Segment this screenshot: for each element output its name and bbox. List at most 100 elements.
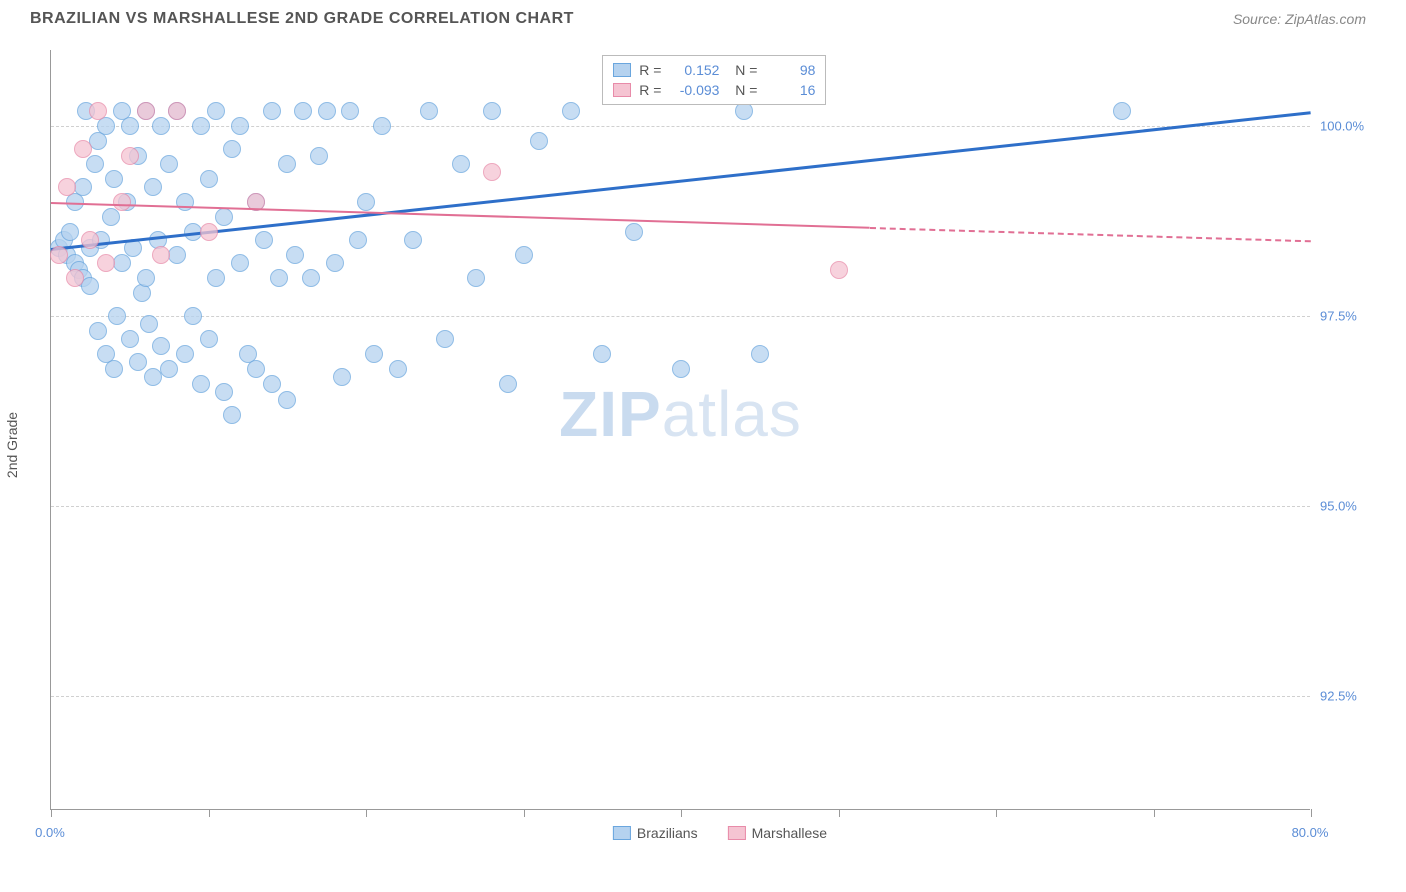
data-point (176, 345, 194, 363)
data-point (121, 117, 139, 135)
data-point (176, 193, 194, 211)
data-point (672, 360, 690, 378)
legend-n-value: 16 (765, 82, 815, 98)
data-point (318, 102, 336, 120)
data-point (247, 360, 265, 378)
data-point (223, 140, 241, 158)
data-point (1113, 102, 1131, 120)
y-axis-label: 2nd Grade (4, 412, 20, 478)
data-point (200, 330, 218, 348)
data-point (121, 330, 139, 348)
y-tick-label: 100.0% (1320, 119, 1364, 134)
legend-swatch (728, 826, 746, 840)
x-tick (366, 809, 367, 817)
data-point (184, 307, 202, 325)
data-point (349, 231, 367, 249)
x-tick-label: 80.0% (1292, 825, 1329, 840)
legend-r-label: R = (639, 62, 661, 78)
data-point (278, 391, 296, 409)
trend-line (870, 227, 1311, 242)
data-point (97, 117, 115, 135)
legend-swatch (613, 826, 631, 840)
legend-r-label: R = (639, 82, 661, 98)
legend-n-value: 98 (765, 62, 815, 78)
legend-swatch (613, 83, 631, 97)
data-point (483, 163, 501, 181)
legend-item: Marshallese (728, 825, 827, 841)
x-tick (839, 809, 840, 817)
data-point (326, 254, 344, 272)
data-point (207, 102, 225, 120)
legend-r-value: 0.152 (669, 62, 719, 78)
data-point (192, 117, 210, 135)
data-point (168, 246, 186, 264)
data-point (137, 269, 155, 287)
legend-n-label: N = (727, 82, 757, 98)
data-point (310, 147, 328, 165)
data-point (102, 208, 120, 226)
data-point (365, 345, 383, 363)
data-point (152, 117, 170, 135)
data-point (333, 368, 351, 386)
data-point (137, 102, 155, 120)
data-point (499, 375, 517, 393)
data-point (160, 360, 178, 378)
data-point (263, 375, 281, 393)
data-point (751, 345, 769, 363)
data-point (452, 155, 470, 173)
watermark-zip: ZIP (559, 378, 662, 450)
data-point (192, 375, 210, 393)
data-point (625, 223, 643, 241)
data-point (420, 102, 438, 120)
data-point (302, 269, 320, 287)
data-point (81, 277, 99, 295)
data-point (830, 261, 848, 279)
data-point (105, 170, 123, 188)
grid-line (51, 696, 1310, 697)
data-point (200, 223, 218, 241)
legend-row: R = 0.152 N = 98 (613, 60, 815, 80)
x-tick (51, 809, 52, 817)
legend-r-value: -0.093 (669, 82, 719, 98)
x-tick (681, 809, 682, 817)
legend-label: Brazilians (637, 825, 698, 841)
data-point (89, 322, 107, 340)
legend-swatch (613, 63, 631, 77)
data-point (278, 155, 296, 173)
data-point (121, 147, 139, 165)
watermark-atlas: atlas (662, 378, 802, 450)
legend-row: R = -0.093 N = 16 (613, 80, 815, 100)
x-tick (1311, 809, 1312, 817)
legend-label: Marshallese (752, 825, 827, 841)
grid-line (51, 506, 1310, 507)
data-point (113, 193, 131, 211)
data-point (144, 178, 162, 196)
data-point (58, 178, 76, 196)
data-point (74, 178, 92, 196)
data-point (357, 193, 375, 211)
chart-title: BRAZILIAN VS MARSHALLESE 2ND GRADE CORRE… (30, 10, 574, 28)
data-point (436, 330, 454, 348)
data-point (263, 102, 281, 120)
grid-line (51, 316, 1310, 317)
data-point (530, 132, 548, 150)
data-point (160, 155, 178, 173)
correlation-legend: R = 0.152 N = 98 R = -0.093 N = 16 (602, 55, 826, 105)
y-tick-label: 92.5% (1320, 689, 1357, 704)
data-point (515, 246, 533, 264)
legend-n-label: N = (727, 62, 757, 78)
data-point (74, 140, 92, 158)
x-tick (1154, 809, 1155, 817)
data-point (562, 102, 580, 120)
data-point (286, 246, 304, 264)
data-point (483, 102, 501, 120)
data-point (129, 353, 147, 371)
data-point (97, 254, 115, 272)
data-point (168, 102, 186, 120)
y-tick-label: 97.5% (1320, 309, 1357, 324)
data-point (231, 254, 249, 272)
data-point (231, 117, 249, 135)
data-point (86, 155, 104, 173)
x-tick (996, 809, 997, 817)
x-tick (209, 809, 210, 817)
